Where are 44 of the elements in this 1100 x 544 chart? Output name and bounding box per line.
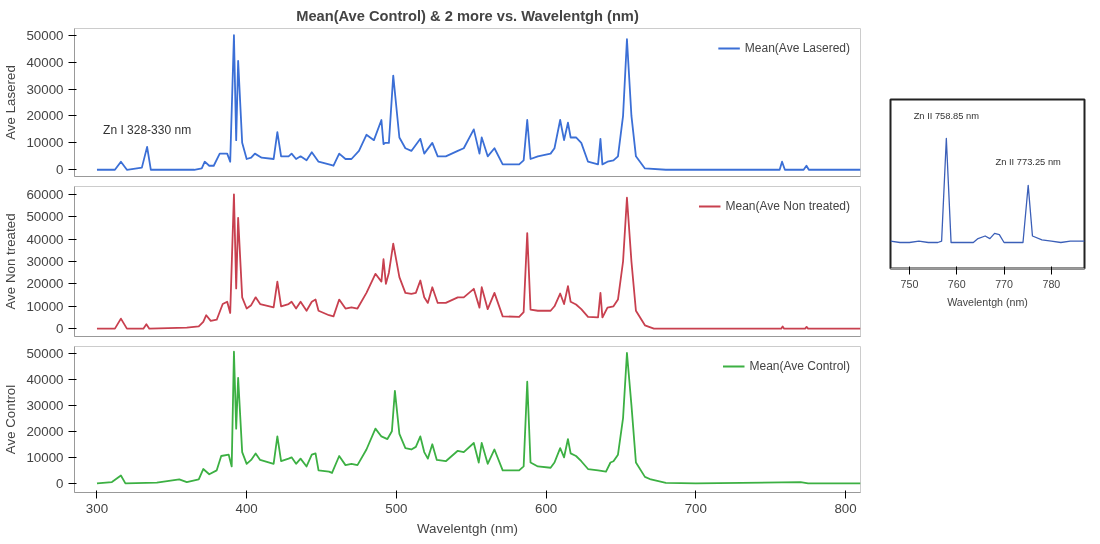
x-tick-label: 700 bbox=[684, 500, 707, 516]
annotation: Zn I 328-330 nm bbox=[103, 122, 192, 137]
x-tick-label: 800 bbox=[834, 500, 857, 516]
line-series bbox=[96, 193, 861, 330]
y-tick-label: 30000 bbox=[26, 81, 64, 97]
line-series bbox=[96, 350, 861, 485]
annotation: Zn II 758.85 nm bbox=[913, 110, 980, 121]
y-axis-title: Ave Control bbox=[3, 384, 19, 455]
legend-label: Mean(Ave Lasered) bbox=[744, 41, 850, 55]
y-tick-label: 50000 bbox=[26, 209, 64, 225]
x-tick-label: 780 bbox=[1042, 277, 1061, 290]
y-tick-label: 10000 bbox=[26, 449, 64, 465]
x-tick-label: 600 bbox=[534, 500, 558, 516]
y-tick-label: 0 bbox=[56, 162, 64, 178]
x-tick-label: 760 bbox=[947, 277, 966, 290]
line-series bbox=[96, 34, 861, 171]
y-tick-label: 50000 bbox=[26, 345, 64, 361]
y-tick-label: 10000 bbox=[26, 135, 64, 151]
y-tick-label: 50000 bbox=[26, 27, 64, 43]
y-tick-label: 10000 bbox=[26, 298, 64, 314]
annotation: Zn II 773.25 nm bbox=[995, 157, 1062, 168]
x-tick-label: 300 bbox=[85, 500, 109, 516]
x-tick-label: 770 bbox=[995, 277, 1014, 290]
y-tick-label: 40000 bbox=[26, 54, 64, 70]
x-tick-label: 500 bbox=[385, 500, 408, 516]
y-axis-title: Ave Non treated bbox=[3, 213, 19, 310]
x-axis-title: Wavelentgh (nm) bbox=[417, 520, 518, 536]
x-axis-title: Wavelentgh (nm) bbox=[947, 295, 1028, 308]
y-tick-label: 0 bbox=[56, 321, 64, 337]
legend-label: Mean(Ave Control) bbox=[749, 359, 850, 373]
y-tick-label: 20000 bbox=[26, 423, 64, 439]
y-axis-title: Ave Lasered bbox=[3, 65, 19, 140]
y-tick-label: 30000 bbox=[26, 254, 64, 269]
y-tick-label: 20000 bbox=[26, 108, 64, 124]
legend-label: Mean(Ave Non treated) bbox=[725, 199, 850, 213]
chart-title: Mean(Ave Control) & 2 more vs. Wavelentgh (nm) bbox=[296, 7, 639, 24]
y-tick-label: 30000 bbox=[26, 397, 64, 413]
y-tick-label: 20000 bbox=[26, 276, 64, 292]
x-tick-label: 750 bbox=[900, 277, 919, 290]
y-tick-label: 40000 bbox=[26, 231, 64, 247]
x-tick-label: 400 bbox=[235, 500, 258, 516]
y-tick-label: 40000 bbox=[26, 371, 64, 387]
y-tick-label: 60000 bbox=[26, 186, 64, 202]
y-tick-label: 0 bbox=[56, 475, 64, 491]
